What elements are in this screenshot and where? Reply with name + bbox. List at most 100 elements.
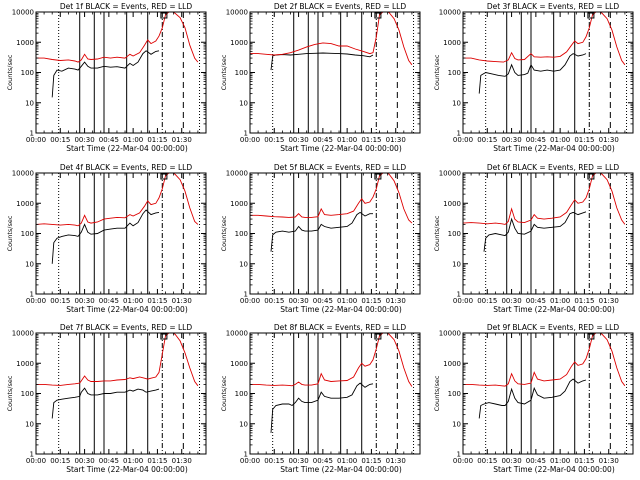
box-marker xyxy=(160,173,168,180)
y-tick-label: 1000 xyxy=(230,39,248,47)
y-tick-label: 1 xyxy=(30,291,34,299)
x-axis-label: Start Time (22-Mar-04 00:00:00) xyxy=(493,305,615,314)
x-axis-label: Start Time (22-Mar-04 00:00:00) xyxy=(493,144,615,153)
x-axis-label: Start Time (22-Mar-04 00:00:00) xyxy=(66,465,188,474)
x-tick-label: 01:30 xyxy=(172,136,192,144)
x-tick-label: 01:30 xyxy=(386,297,406,305)
panel-title: Det 1f BLACK = Events, RED = LLD xyxy=(60,2,193,11)
y-tick-label: 100 xyxy=(448,390,461,398)
y-tick-label: 1 xyxy=(244,291,248,299)
box-marker xyxy=(587,333,595,340)
x-tick-label: 00:00 xyxy=(453,297,473,305)
x-axis-label: Start Time (22-Mar-04 00:00:00) xyxy=(280,144,402,153)
y-axis-label: Counts/sec xyxy=(433,54,441,90)
series-events-line xyxy=(270,52,374,71)
series-lld-line xyxy=(36,12,199,63)
x-tick-label: 01:00 xyxy=(550,297,570,305)
plot-frame xyxy=(462,172,634,295)
series-events-line xyxy=(478,53,587,94)
x-tick-label: 00:15 xyxy=(50,297,70,305)
box-marker xyxy=(374,173,382,180)
y-axis-label: Counts/sec xyxy=(220,54,228,90)
x-tick-label: 01:00 xyxy=(337,297,357,305)
x-tick-label: 00:30 xyxy=(74,457,94,465)
panel-8: Det 8f BLACK = Events, RED = LLD 1 10 100 10… xyxy=(220,323,421,474)
x-axis-label: Start Time (22-Mar-04 00:00:00) xyxy=(66,144,188,153)
plot-frame xyxy=(462,332,634,455)
y-tick-label: 1000 xyxy=(443,39,461,47)
y-axis-label: Counts/sec xyxy=(6,215,14,251)
x-tick-label: 00:30 xyxy=(288,457,308,465)
x-tick-label: 00:15 xyxy=(264,457,284,465)
x-tick-label: 00:45 xyxy=(99,457,119,465)
series-events-line xyxy=(270,211,373,252)
box-marker xyxy=(160,12,168,19)
x-tick-label: 00:00 xyxy=(26,297,46,305)
x-tick-label: 01:15 xyxy=(574,297,594,305)
x-tick-label: 00:00 xyxy=(26,457,46,465)
y-tick-label: 1 xyxy=(244,451,248,459)
x-tick-label: 01:00 xyxy=(123,297,143,305)
box-marker xyxy=(587,12,595,19)
x-tick-label: 00:00 xyxy=(453,457,473,465)
y-tick-label: 10000 xyxy=(226,330,248,338)
x-tick-label: 00:45 xyxy=(99,297,119,305)
panel-1: Det 1f BLACK = Events, RED = LLD 1 10 100 10… xyxy=(6,2,207,153)
x-tick-label: 00:45 xyxy=(313,136,333,144)
y-tick-label: 10 xyxy=(239,420,248,428)
y-tick-label: 10000 xyxy=(439,9,461,17)
y-tick-label: 1 xyxy=(457,130,461,138)
panel-7: Det 7f BLACK = Events, RED = LLD 1 10 100 10… xyxy=(6,323,207,474)
y-tick-label: 100 xyxy=(235,390,248,398)
x-tick-label: 00:30 xyxy=(501,297,521,305)
y-tick-label: 100 xyxy=(21,390,34,398)
series-lld-line xyxy=(250,333,413,387)
y-tick-label: 10000 xyxy=(439,330,461,338)
y-tick-label: 1 xyxy=(30,130,34,138)
x-tick-label: 01:15 xyxy=(574,136,594,144)
y-axis-label: Counts/sec xyxy=(220,215,228,251)
x-tick-label: 01:30 xyxy=(172,297,192,305)
panel-title: Det 3f BLACK = Events, RED = LLD xyxy=(487,2,620,11)
y-tick-label: 1000 xyxy=(443,200,461,208)
panel-6: Det 6f BLACK = Events, RED = LLD 1 10 100 10… xyxy=(433,163,634,314)
panel-title: Det 8f BLACK = Events, RED = LLD xyxy=(274,323,407,332)
y-tick-label: 10 xyxy=(452,260,461,268)
x-tick-label: 00:30 xyxy=(74,136,94,144)
x-tick-label: 01:00 xyxy=(550,457,570,465)
series-events-line xyxy=(51,50,160,98)
x-axis-label: Start Time (22-Mar-04 00:00:00) xyxy=(493,465,615,474)
series-lld-line xyxy=(250,173,413,224)
x-tick-label: 00:15 xyxy=(50,136,70,144)
y-axis-label: Counts/sec xyxy=(433,375,441,411)
x-tick-label: 01:15 xyxy=(147,457,167,465)
panel-title: Det 9f BLACK = Events, RED = LLD xyxy=(487,323,620,332)
x-tick-label: 01:30 xyxy=(599,136,619,144)
series-events-line xyxy=(483,211,587,252)
y-tick-label: 1000 xyxy=(16,200,34,208)
x-tick-label: 00:00 xyxy=(240,297,260,305)
x-tick-label: 01:15 xyxy=(147,136,167,144)
x-tick-label: 00:15 xyxy=(50,457,70,465)
x-tick-label: 00:30 xyxy=(501,457,521,465)
y-tick-label: 1 xyxy=(457,451,461,459)
x-tick-label: 01:30 xyxy=(172,457,192,465)
y-tick-label: 100 xyxy=(235,69,248,77)
y-tick-label: 10 xyxy=(239,99,248,107)
y-tick-label: 100 xyxy=(448,69,461,77)
x-tick-label: 01:15 xyxy=(147,297,167,305)
x-tick-label: 01:00 xyxy=(123,136,143,144)
y-tick-label: 1 xyxy=(30,451,34,459)
x-tick-label: 00:45 xyxy=(99,136,119,144)
x-axis-label: Start Time (22-Mar-04 00:00:00) xyxy=(280,305,402,314)
y-tick-label: 100 xyxy=(235,230,248,238)
x-tick-label: 00:45 xyxy=(526,457,546,465)
panel-title: Det 6f BLACK = Events, RED = LLD xyxy=(487,163,620,172)
y-tick-label: 10000 xyxy=(12,330,34,338)
y-tick-label: 10 xyxy=(25,99,34,107)
x-tick-label: 01:15 xyxy=(361,297,381,305)
x-tick-label: 01:15 xyxy=(361,136,381,144)
series-events-line xyxy=(478,378,587,419)
x-tick-label: 00:45 xyxy=(313,297,333,305)
x-axis-label: Start Time (22-Mar-04 00:00:00) xyxy=(66,305,188,314)
